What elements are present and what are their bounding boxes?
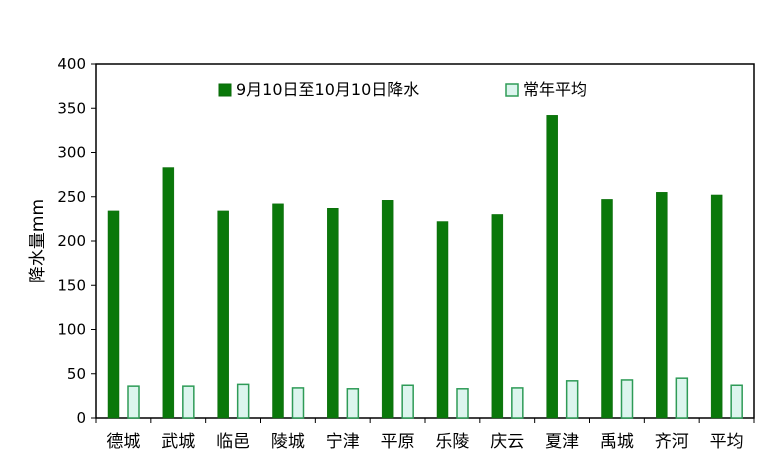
bar-series-1 <box>436 221 449 419</box>
bar-series-1 <box>217 210 229 419</box>
y-tick-label: 150 <box>57 276 86 294</box>
y-axis: 0 50 100 150 200 250 300 350 400 <box>57 55 96 427</box>
x-tick-label: 齐河 <box>655 432 689 452</box>
y-tick-label: 300 <box>57 144 86 162</box>
x-tick-label: 乐陵 <box>435 432 469 452</box>
bar-series-1 <box>601 199 613 419</box>
y-tick-label: 50 <box>67 365 86 383</box>
x-tick-label: 德城 <box>106 432 140 452</box>
bar-series-2 <box>182 385 195 419</box>
bar-series-1 <box>546 115 558 419</box>
y-tick-label: 200 <box>57 232 86 250</box>
bar-series-1 <box>656 192 668 419</box>
bar-series-2 <box>236 383 250 419</box>
bar-series-1 <box>327 208 339 419</box>
bar-series-1 <box>710 194 723 419</box>
bar-series-2 <box>565 380 579 419</box>
legend-label-series-2: 常年平均 <box>523 80 587 99</box>
bar-series-2 <box>620 379 634 419</box>
plot-area <box>95 63 755 419</box>
x-tick-label: 平均 <box>710 432 744 452</box>
x-axis: 德城 武城 临邑 陵城 宁津 平原 乐陵 庆云 夏津 禹城 齐河 平均 <box>95 418 755 452</box>
bar-series-1 <box>491 214 504 419</box>
x-tick-label: 临邑 <box>216 432 250 452</box>
bar-series-2 <box>675 377 689 419</box>
bar-series-1 <box>272 203 284 419</box>
bar-series-2 <box>730 384 743 419</box>
bar-series-2 <box>401 384 414 419</box>
x-tick-label: 夏津 <box>545 432 579 452</box>
x-tick-label: 宁津 <box>326 432 360 452</box>
bar-series-1 <box>162 167 175 419</box>
bar-series-2 <box>127 385 140 419</box>
legend: 9月10日至10月10日降水 常年平均 <box>218 80 587 99</box>
x-tick-label: 武城 <box>161 432 195 452</box>
y-axis-label: 降水量mm <box>28 199 48 283</box>
legend-label-series-1: 9月10日至10月10日降水 <box>236 80 419 99</box>
x-tick-label: 陵城 <box>271 432 305 452</box>
y-tick-label: 400 <box>57 55 86 73</box>
bar-series-1 <box>107 210 120 419</box>
x-tick-label: 庆云 <box>490 432 524 452</box>
bars-group <box>107 115 743 419</box>
x-tick-label: 平原 <box>381 432 415 452</box>
x-tick-label: 禹城 <box>600 432 634 452</box>
y-tick-label: 100 <box>57 321 86 339</box>
bar-series-2 <box>511 387 524 419</box>
bar-series-1 <box>381 200 394 419</box>
bar-series-2 <box>291 387 305 419</box>
bar-series-2 <box>456 388 469 419</box>
y-tick-label: 250 <box>57 188 86 206</box>
legend-swatch-series-1 <box>218 83 232 97</box>
bar-series-2 <box>346 388 360 419</box>
legend-swatch-series-2 <box>505 83 519 97</box>
y-tick-label: 350 <box>57 99 86 117</box>
y-tick-label: 0 <box>76 409 86 427</box>
